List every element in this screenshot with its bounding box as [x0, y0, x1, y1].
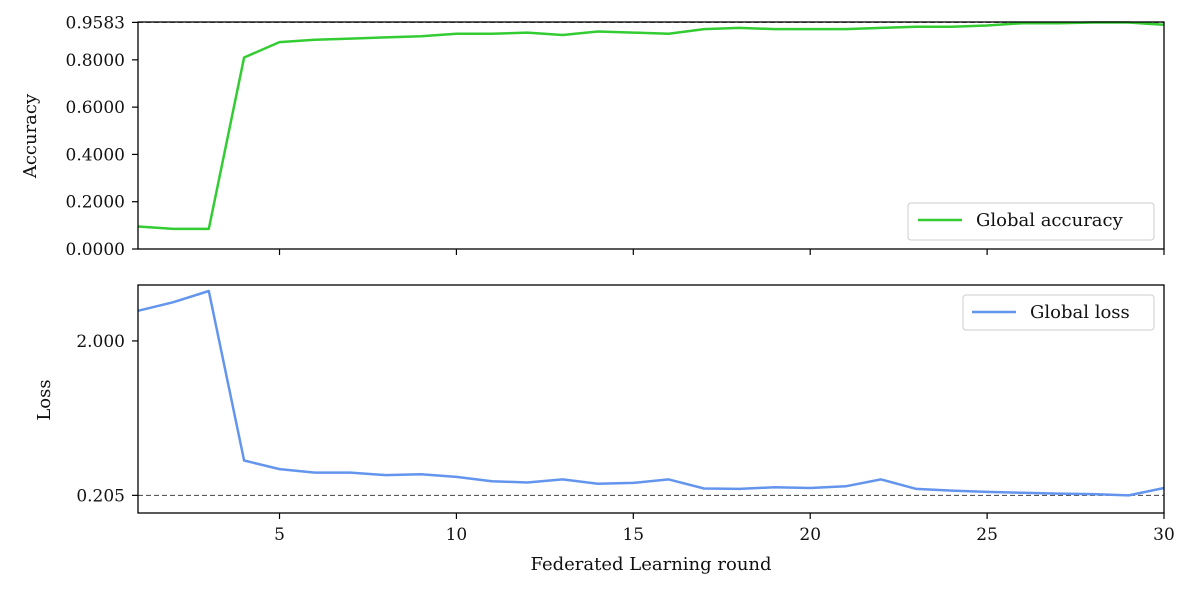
accuracy-y-axis-label: Accuracy: [20, 93, 41, 179]
loss-data-point: [1021, 492, 1023, 494]
accuracy-data-point: [915, 26, 917, 28]
accuracy-data-point: [951, 26, 953, 28]
accuracy-data-point: [349, 37, 351, 39]
x-tick-label: 10: [446, 525, 468, 545]
loss-y-tick-label: 0.205: [76, 486, 125, 506]
loss-data-point: [1092, 493, 1094, 495]
accuracy-data-point: [208, 228, 210, 230]
accuracy-data-point: [314, 39, 316, 41]
loss-data-point: [880, 478, 882, 480]
accuracy-legend-label: Global accuracy: [976, 210, 1124, 231]
loss-data-point: [844, 485, 846, 487]
accuracy-data-point: [420, 35, 422, 37]
accuracy-series-line: [137, 21, 1165, 231]
accuracy-legend-box: [907, 202, 1155, 241]
x-tick-label: 15: [622, 525, 644, 545]
accuracy-data-point: [526, 31, 528, 33]
accuracy-y-tick-label: 0.0000: [66, 240, 125, 260]
accuracy-data-point: [844, 28, 846, 30]
accuracy-data-point: [632, 31, 634, 33]
loss-y-axis: 0.205 2.000: [76, 332, 138, 506]
x-axis-label: Federated Learning round: [530, 554, 771, 575]
accuracy-data-point: [880, 27, 882, 29]
loss-data-point: [243, 459, 245, 461]
loss-legend: Global loss: [962, 294, 1155, 331]
accuracy-data-point: [278, 41, 280, 43]
loss-data-point: [668, 478, 670, 480]
loss-data-point: [632, 482, 634, 484]
loss-data-point: [915, 488, 917, 490]
accuracy-data-point: [738, 27, 740, 29]
loss-data-point: [278, 468, 280, 470]
accuracy-y-tick-label: 0.9583: [66, 13, 125, 33]
loss-y-axis-label: Loss: [34, 379, 55, 420]
accuracy-y-tick-label: 0.4000: [66, 145, 125, 165]
loss-data-point: [420, 473, 422, 475]
accuracy-plot-frame: [137, 21, 1165, 250]
x-tick-label: 25: [976, 525, 998, 545]
loss-data-point: [774, 486, 776, 488]
accuracy-y-tick-label: 0.8000: [66, 51, 125, 71]
accuracy-data-point: [491, 33, 493, 35]
accuracy-data-point: [561, 34, 563, 36]
loss-panel: 0.205 2.000 5 10 15 20 25 30 Loss Federated Le…: [34, 284, 1175, 575]
loss-data-point: [597, 483, 599, 485]
loss-data-point: [314, 471, 316, 473]
accuracy-data-point: [668, 33, 670, 35]
accuracy-data-point: [703, 28, 705, 30]
loss-data-point: [561, 478, 563, 480]
loss-data-point: [208, 290, 210, 292]
accuracy-legend: Global accuracy: [907, 202, 1155, 241]
loss-data-point: [703, 487, 705, 489]
loss-data-point: [738, 488, 740, 490]
accuracy-data-point: [597, 30, 599, 32]
loss-legend-box: [962, 294, 1155, 331]
loss-data-point: [1127, 494, 1129, 496]
accuracy-data-point: [243, 56, 245, 58]
accuracy-data-point: [809, 28, 811, 30]
accuracy-data-point: [172, 228, 174, 230]
loss-data-point: [455, 476, 457, 478]
accuracy-y-tick-label: 0.6000: [66, 98, 125, 118]
loss-data-point: [172, 301, 174, 303]
accuracy-data-point: [385, 36, 387, 38]
accuracy-data-point: [774, 28, 776, 30]
accuracy-y-axis: 0.0000 0.2000 0.4000 0.6000 0.8000 0.9583: [66, 13, 138, 260]
loss-series-line: [137, 289, 1165, 497]
loss-data-point: [951, 489, 953, 491]
loss-data-point: [349, 471, 351, 473]
accuracy-y-tick-label: 0.2000: [66, 193, 125, 213]
loss-data-point: [491, 480, 493, 482]
loss-legend-label: Global loss: [1030, 302, 1130, 323]
x-tick-label: 30: [1153, 525, 1175, 545]
loss-plot-frame: [137, 284, 1165, 514]
loss-data-point: [526, 481, 528, 483]
x-tick-label: 5: [274, 525, 285, 545]
accuracy-data-point: [986, 24, 988, 26]
loss-y-tick-label: 2.000: [76, 332, 125, 352]
loss-data-point: [986, 491, 988, 493]
loss-data-point: [385, 474, 387, 476]
accuracy-x-axis-ticks: [278, 249, 1165, 255]
loss-x-axis: 5 10 15 20 25 30: [274, 513, 1175, 545]
loss-data-point: [809, 487, 811, 489]
loss-data-point: [1057, 492, 1059, 494]
accuracy-panel: 0.0000 0.2000 0.4000 0.6000 0.8000 0.9583 Acc…: [20, 13, 1165, 260]
accuracy-data-point: [455, 33, 457, 35]
x-tick-label: 20: [799, 525, 821, 545]
